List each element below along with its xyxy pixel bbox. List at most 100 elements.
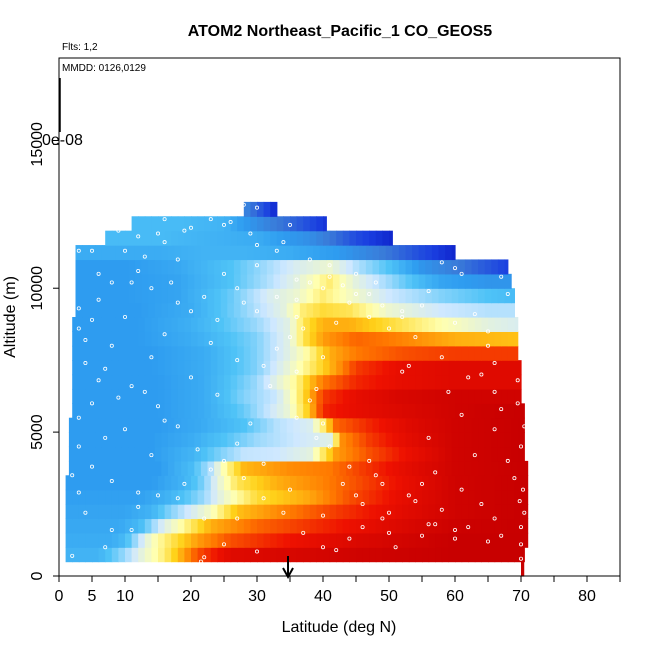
heatmap-cell <box>207 259 215 275</box>
sample-point <box>228 220 233 225</box>
heatmap-cell <box>197 388 205 404</box>
heatmap-cell <box>181 460 189 476</box>
heatmap-cell <box>501 331 509 347</box>
heatmap-cell <box>290 360 298 376</box>
heatmap-cell <box>306 446 314 462</box>
heatmap-cell <box>375 489 383 505</box>
sample-point <box>512 476 517 481</box>
heatmap-cell <box>257 518 265 534</box>
heatmap-cell <box>187 273 195 289</box>
heatmap-cell <box>497 417 506 433</box>
heatmap-cell <box>82 446 90 462</box>
heatmap-cell <box>263 345 271 361</box>
heatmap-cell <box>151 230 159 246</box>
heatmap-cell <box>474 388 482 404</box>
sample-point <box>520 487 525 492</box>
sample-point <box>109 280 114 285</box>
heatmap-cell <box>445 302 453 318</box>
heatmap-cell <box>491 302 499 318</box>
x-tick-label: 50 <box>380 588 398 605</box>
heatmap-cell <box>494 345 502 361</box>
heatmap-cell <box>95 432 103 448</box>
sample-point <box>439 355 444 360</box>
heatmap-cell <box>379 432 387 448</box>
heatmap-cell <box>336 230 344 246</box>
heatmap-cell <box>131 388 139 404</box>
heatmap-cell <box>296 504 304 520</box>
heatmap-cell <box>95 446 103 462</box>
heatmap-cell <box>283 345 291 361</box>
heatmap-cell <box>448 317 456 332</box>
heatmap-cell <box>98 547 106 563</box>
heatmap-cell <box>290 374 298 390</box>
heatmap-cell <box>299 417 308 433</box>
heatmap-cell <box>382 403 390 419</box>
sample-point <box>142 389 147 394</box>
heatmap-cell <box>187 259 195 275</box>
heatmap-cell <box>478 259 486 275</box>
sample-point <box>373 473 378 478</box>
heatmap-cell <box>237 475 245 491</box>
heatmap-cell <box>125 345 133 361</box>
heatmap-cell <box>382 504 390 520</box>
heatmap-cell <box>392 302 400 318</box>
heatmap-cell <box>494 388 502 404</box>
heatmap-cell <box>488 518 496 534</box>
heatmap-cell <box>488 388 496 404</box>
heatmap-cell <box>309 489 317 505</box>
heatmap-cell <box>257 216 265 232</box>
heatmap-cell <box>230 504 238 520</box>
heatmap-cell <box>171 547 179 563</box>
heatmap-cell <box>151 518 159 534</box>
heatmap-cell <box>428 518 436 534</box>
heatmap-cell <box>408 403 416 419</box>
heatmap-cell <box>98 317 106 332</box>
heatmap-cell <box>273 273 281 289</box>
heatmap-cell <box>435 374 443 390</box>
heatmap-cell <box>138 504 146 520</box>
heatmap-cell <box>98 532 106 548</box>
heatmap-cell <box>507 518 515 534</box>
heatmap-cell <box>95 288 103 304</box>
heatmap-cell <box>484 460 492 476</box>
heatmap-cell <box>141 288 149 304</box>
heatmap-cell <box>521 547 525 563</box>
heatmap-cell <box>191 216 199 232</box>
heatmap-cell <box>356 345 364 361</box>
heatmap-cell <box>329 345 337 361</box>
heatmap-cell <box>184 403 192 419</box>
heatmap-cell <box>263 317 271 332</box>
heatmap-cell <box>75 446 83 462</box>
heatmap-cell <box>431 432 440 448</box>
heatmap-cell <box>118 403 126 419</box>
heatmap-cell <box>451 446 459 462</box>
heatmap-cell <box>517 432 525 448</box>
sample-point <box>90 401 95 406</box>
heatmap-cell <box>131 374 139 390</box>
heatmap-cell <box>428 345 436 361</box>
heatmap-cell <box>313 302 321 318</box>
heatmap-cell <box>85 547 93 563</box>
heatmap-cell <box>405 245 413 261</box>
heatmap-cell <box>72 317 80 332</box>
heatmap-cell <box>131 360 139 376</box>
heatmap-cell <box>204 532 212 548</box>
heatmap-cell <box>151 317 159 332</box>
heatmap-cell <box>108 432 116 448</box>
heatmap-cell <box>365 259 374 275</box>
heatmap-cell <box>233 273 242 289</box>
heatmap-cell <box>448 331 456 347</box>
heatmap-cell <box>197 317 205 332</box>
heatmap-cell <box>276 547 284 563</box>
heatmap-cell <box>309 317 317 332</box>
heatmap-cell <box>468 532 476 548</box>
heatmap-cell <box>171 331 179 347</box>
heatmap-cell <box>148 245 156 261</box>
sample-point <box>439 507 444 512</box>
heatmap-cell <box>507 489 515 505</box>
heatmap-cell <box>144 403 152 419</box>
sample-point <box>515 401 520 406</box>
sample-point <box>96 271 101 276</box>
heatmap-cell <box>72 331 80 347</box>
heatmap-cell <box>85 331 93 347</box>
